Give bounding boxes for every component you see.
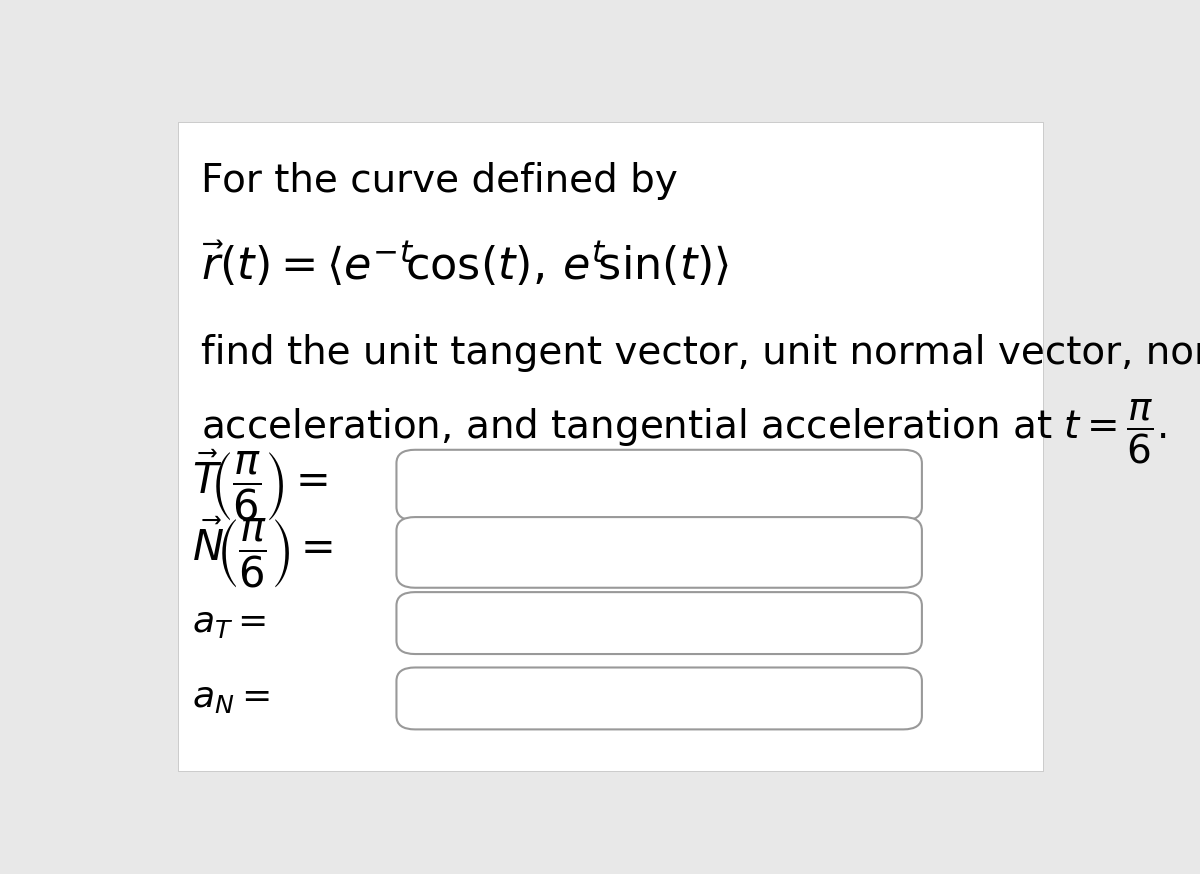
FancyBboxPatch shape	[396, 517, 922, 587]
Text: $\vec{r}(t) = \langle e^{-t}\!\cos(t),\, e^{t}\!\sin(t)\rangle$: $\vec{r}(t) = \langle e^{-t}\!\cos(t),\,…	[202, 239, 730, 288]
Text: For the curve defined by: For the curve defined by	[202, 162, 678, 200]
Text: acceleration, and tangential acceleration at $t = \dfrac{\pi}{6}$.: acceleration, and tangential acceleratio…	[202, 398, 1166, 466]
Text: $a_T = $: $a_T = $	[192, 606, 266, 640]
Text: $\vec{N}\!\left(\dfrac{\pi}{6}\right) = $: $\vec{N}\!\left(\dfrac{\pi}{6}\right) = …	[192, 515, 334, 590]
FancyBboxPatch shape	[396, 668, 922, 730]
Text: find the unit tangent vector, unit normal vector, normal: find the unit tangent vector, unit norma…	[202, 334, 1200, 371]
Text: $\vec{T}\!\left(\dfrac{\pi}{6}\right) = $: $\vec{T}\!\left(\dfrac{\pi}{6}\right) = …	[192, 447, 328, 523]
FancyBboxPatch shape	[396, 592, 922, 654]
Text: $a_N = $: $a_N = $	[192, 682, 270, 716]
FancyBboxPatch shape	[178, 121, 1043, 771]
FancyBboxPatch shape	[396, 450, 922, 520]
